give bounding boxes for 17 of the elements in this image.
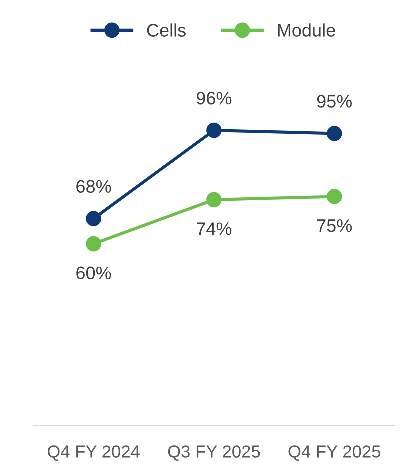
legend-label: Cells xyxy=(147,24,186,37)
point xyxy=(206,122,222,138)
data-label: 68% xyxy=(76,180,112,194)
point xyxy=(326,126,342,142)
x-tick-label: Q4 FY 2024 xyxy=(48,446,140,462)
x-tick-label: Q4 FY 2025 xyxy=(288,446,381,462)
data-label: 75% xyxy=(317,220,352,232)
point xyxy=(206,192,222,208)
legend-label: Module xyxy=(278,24,336,37)
point xyxy=(326,189,342,204)
point xyxy=(86,236,102,252)
point xyxy=(86,211,102,226)
data-label: 74% xyxy=(197,222,232,236)
x-tick-label: Q3 FY 2025 xyxy=(168,446,260,462)
data-label: 60% xyxy=(76,266,112,280)
data-label: 96% xyxy=(196,92,232,105)
data-label: 95% xyxy=(317,95,352,108)
